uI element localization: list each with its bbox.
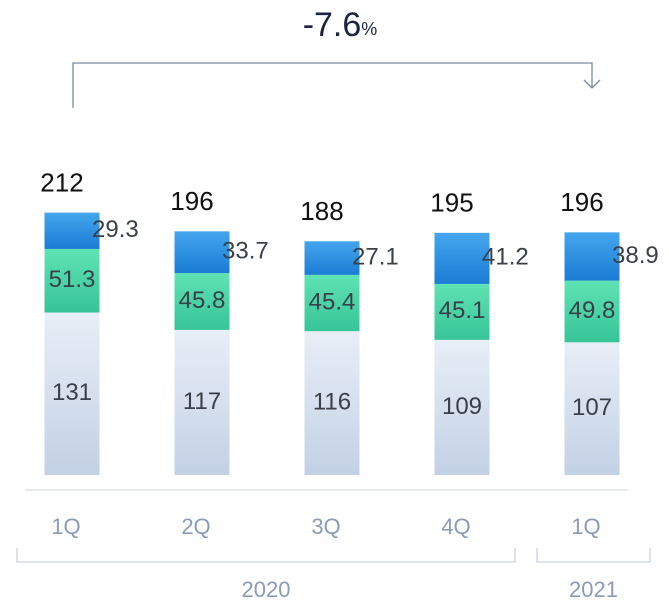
value-label: 45.1 [439, 297, 486, 324]
group-label: 2021 [569, 577, 618, 602]
bar-segment [44, 212, 100, 249]
total-label: 212 [40, 167, 83, 197]
bar-segment [434, 232, 490, 284]
bar-segment [44, 312, 100, 475]
x-tick-label: 1Q [571, 514, 600, 539]
bar-segment [564, 280, 620, 343]
bar-segment [564, 232, 620, 281]
bar-segment [434, 339, 490, 475]
value-label: 117 [183, 388, 221, 415]
group-label: 2020 [242, 577, 291, 602]
value-label: 33.7 [222, 238, 269, 265]
bar-segment [564, 342, 620, 475]
value-label: 41.2 [482, 244, 529, 271]
value-label: 131 [52, 379, 92, 406]
value-label: 116 [313, 388, 351, 415]
value-label: 107 [572, 394, 612, 421]
value-label: 51.3 [49, 266, 96, 293]
bar-segment [304, 241, 360, 275]
bar-segment [434, 283, 490, 340]
bar-segment [304, 331, 360, 475]
change-unit: % [361, 19, 377, 39]
value-label: 27.1 [352, 243, 399, 270]
bar-segment [174, 329, 230, 475]
x-tick-label: 2Q [181, 514, 210, 539]
bar-segment [174, 231, 230, 274]
value-label: 45.8 [179, 287, 226, 314]
value-label: 49.8 [569, 297, 616, 324]
bar-segment [304, 274, 360, 332]
value-label: 29.3 [92, 216, 139, 243]
total-label: 196 [170, 186, 213, 216]
total-label: 195 [430, 188, 473, 218]
value-label: 38.9 [612, 242, 659, 269]
bar-segment [174, 273, 230, 330]
change-arrow [72, 62, 601, 108]
total-label: 196 [560, 187, 603, 217]
bar-segment [44, 248, 100, 313]
x-tick-label: 3Q [311, 514, 340, 539]
group-bracket [536, 548, 651, 563]
total-label: 188 [300, 196, 343, 226]
x-tick-label: 1Q [51, 514, 80, 539]
value-label: 45.4 [309, 288, 356, 315]
x-tick-label: 4Q [441, 514, 470, 539]
change-value: -7.6 [303, 6, 362, 44]
group-bracket [16, 548, 516, 563]
change-annotation: -7.6% [303, 6, 378, 44]
value-label: 109 [442, 393, 482, 420]
